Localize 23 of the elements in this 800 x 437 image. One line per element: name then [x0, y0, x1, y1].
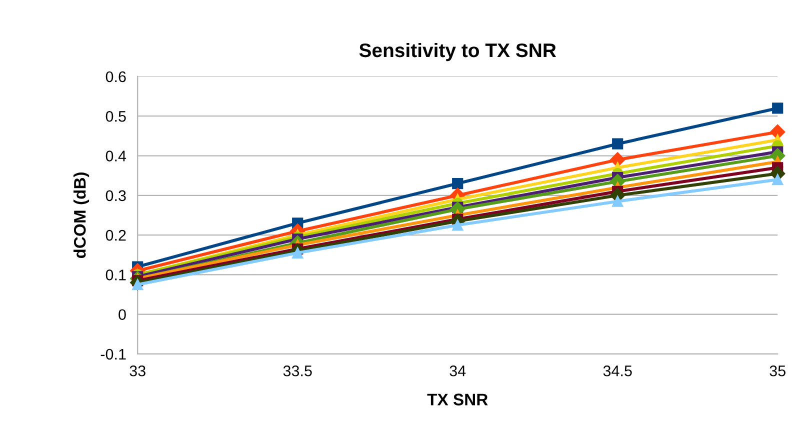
y-tick-label: -0.1 — [100, 348, 126, 360]
y-tick-label: 0.2 — [106, 230, 126, 241]
y-axis-title: dCOM (dB) — [74, 172, 90, 258]
point — [610, 152, 626, 168]
chart-title: Sensitivity to TX SNR — [359, 42, 556, 62]
x-tick-label: 34.5 — [603, 365, 632, 376]
y-tick-label: 0.3 — [106, 190, 126, 202]
x-tick-label: 33 — [130, 365, 146, 376]
y-tick-label: 0.6 — [106, 71, 126, 82]
x-axis-title: TX SNR — [427, 394, 488, 406]
y-tick-label: 0 — [118, 309, 126, 320]
point — [612, 138, 624, 150]
point — [452, 220, 464, 231]
point — [452, 178, 464, 190]
y-tick-label: 0.4 — [106, 150, 126, 162]
point — [772, 102, 784, 114]
y-tick-label: 0.5 — [106, 110, 126, 122]
x-tick-label: 33.5 — [283, 365, 312, 376]
x-tick-label: 35 — [770, 365, 786, 376]
point — [772, 174, 784, 186]
x-tick-label: 34 — [450, 365, 466, 376]
point — [612, 196, 624, 207]
y-tick-label: 0.1 — [106, 270, 126, 280]
